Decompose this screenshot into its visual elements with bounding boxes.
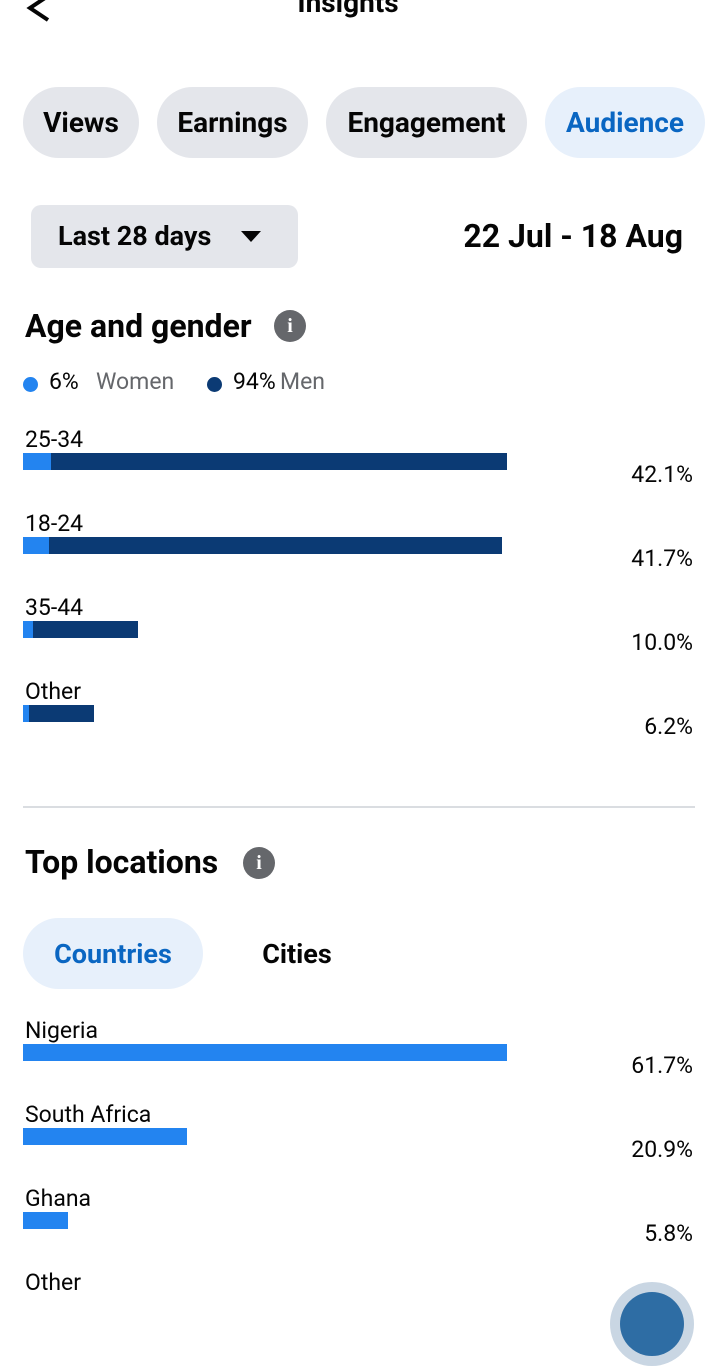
value-label: 10.0%	[631, 629, 693, 656]
value-label: 61.7%	[631, 1052, 693, 1079]
section-title: Age and gender	[25, 307, 252, 345]
subtab[interactable]: Countries	[23, 918, 203, 989]
bar-segment	[23, 453, 51, 470]
value-label: 41.7%	[631, 545, 693, 572]
legend-share: 94%	[233, 368, 276, 395]
row-label: 35-44	[25, 594, 84, 621]
row-label: Ghana	[25, 1185, 92, 1212]
bar-segment	[23, 621, 34, 638]
value-label: 42.1%	[631, 461, 693, 488]
tab[interactable]: Earnings	[157, 87, 308, 158]
bar	[23, 453, 507, 470]
floating-button[interactable]	[610, 1282, 694, 1366]
bar-segment	[23, 537, 50, 554]
value-label: 6.2%	[644, 713, 693, 740]
bar	[23, 537, 503, 554]
row-label: 25-34	[25, 426, 84, 453]
tab[interactable]: Engagement	[326, 87, 527, 158]
info-icon[interactable]: i	[243, 847, 275, 879]
info-icon[interactable]: i	[274, 310, 306, 342]
bar-segment	[23, 705, 29, 722]
legend-name: Men	[280, 368, 325, 395]
bar	[23, 621, 138, 638]
tab[interactable]: Audience	[545, 87, 705, 158]
bar	[23, 1044, 507, 1061]
bar	[23, 1212, 69, 1229]
range-dropdown[interactable]: Last 28 days	[31, 205, 298, 268]
legend-dot	[207, 377, 222, 392]
row-label: Other	[25, 678, 82, 705]
date-range: 22 Jul - 18 Aug	[463, 217, 683, 255]
section-title: Top locations	[25, 843, 219, 881]
row-label: Other	[25, 1269, 82, 1296]
legend-name: Women	[96, 368, 175, 395]
row-label: 18-24	[25, 510, 84, 537]
page-title: Insights	[297, 0, 399, 19]
divider	[23, 806, 695, 808]
screen: Insights Views Earnings Engagement Audience…	[23, 0, 705, 1366]
legend-dot	[23, 377, 38, 392]
value-label: 20.9%	[631, 1136, 693, 1163]
row-label: Nigeria	[25, 1017, 99, 1044]
value-label: 5.8%	[644, 1220, 693, 1247]
bar	[23, 705, 95, 722]
row-label: South Africa	[25, 1101, 152, 1128]
tab[interactable]: Views	[23, 87, 139, 158]
dropdown-arrow	[241, 231, 261, 242]
bar	[23, 1128, 187, 1145]
back-button[interactable]	[24, 0, 54, 24]
subtab[interactable]: Cities	[262, 937, 332, 970]
legend-share: 6%	[49, 368, 79, 395]
range-preset: Last 28 days	[58, 220, 212, 252]
